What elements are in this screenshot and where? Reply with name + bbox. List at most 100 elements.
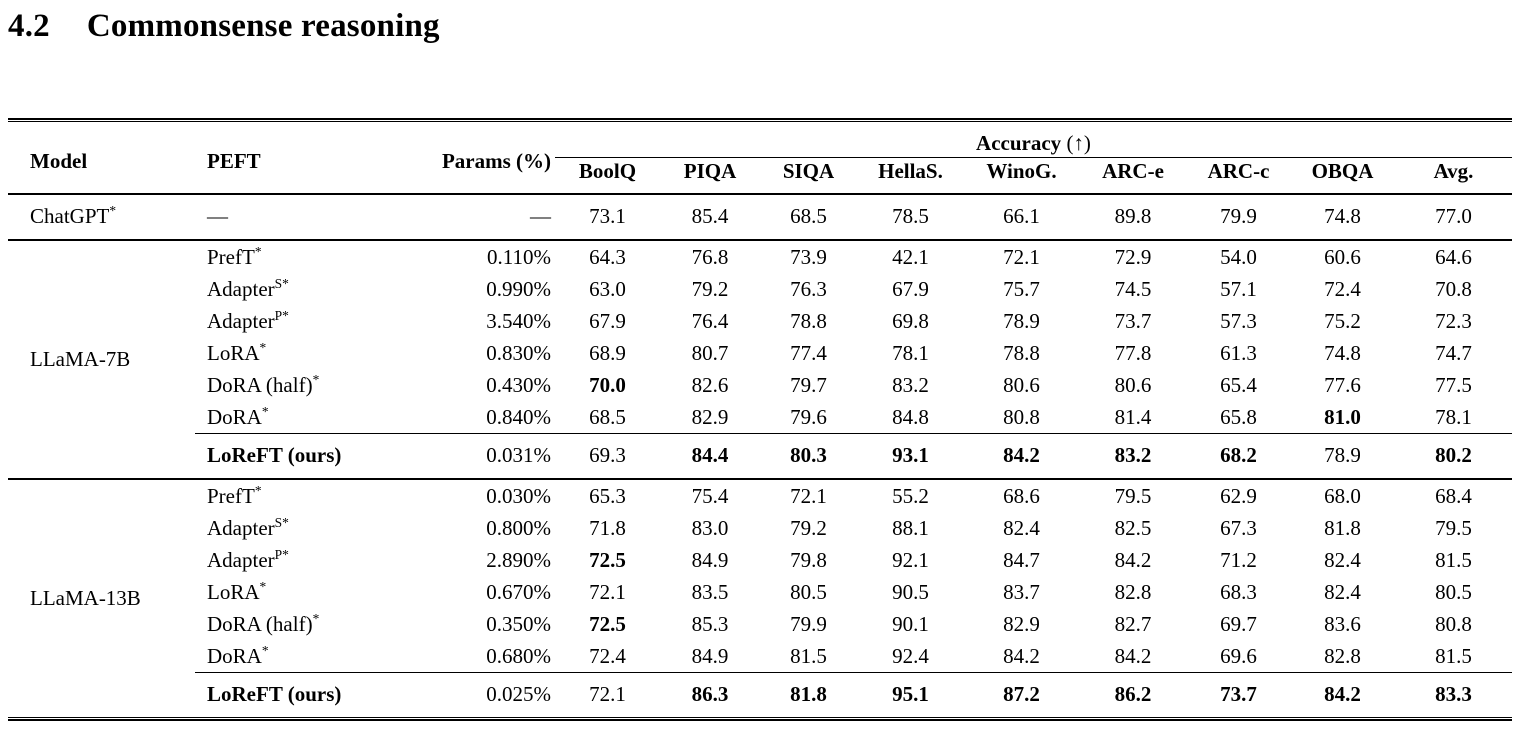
accuracy-cell: 79.2	[691, 276, 729, 301]
params-cell: 2.890%	[486, 547, 551, 572]
accuracy-cell: 80.3	[760, 433, 857, 480]
accuracy-cell: 79.8	[790, 547, 827, 572]
accuracy-cell: 81.5	[790, 643, 827, 668]
section-title: Commonsense reasoning	[86, 8, 440, 44]
accuracy-cell: 74.8	[1324, 340, 1361, 365]
peft-cell: DoRA*	[207, 642, 269, 668]
accuracy-cell: 68.5	[589, 404, 626, 429]
accuracy-cell: 84.7	[1003, 547, 1040, 572]
accuracy-cell: 71.2	[1220, 547, 1257, 572]
accuracy-cell: 78.5	[857, 194, 964, 241]
accuracy-cell: 72.5	[589, 547, 626, 572]
accuracy-cell: 82.4	[1324, 579, 1361, 604]
accuracy-cell: 79.5	[1435, 515, 1472, 540]
column-header-arcc: ARC-c	[1187, 157, 1290, 195]
accuracy-cell: 79.5	[1114, 483, 1152, 508]
superscript-marker: *	[261, 642, 269, 658]
accuracy-cell: 68.4	[1435, 483, 1472, 508]
params-cell: 0.680%	[486, 643, 551, 668]
accuracy-cell: 72.9	[1114, 244, 1152, 269]
accuracy-cell: 70.8	[1435, 276, 1472, 301]
accuracy-cell: 54.0	[1220, 244, 1257, 269]
column-header-avg: Avg.	[1395, 157, 1512, 195]
header-row-top: Model PEFT Params (%) Accuracy (↑)	[8, 122, 1512, 195]
model-cell: LLaMA-7B	[8, 240, 195, 480]
accuracy-cell: 68.3	[1220, 579, 1257, 604]
peft-cell: AdapterP*	[207, 307, 289, 333]
accuracy-cell: 73.9	[790, 244, 827, 269]
accuracy-cell: 68.0	[1324, 483, 1361, 508]
accuracy-cell: 77.0	[1395, 194, 1512, 241]
accuracy-cell: 93.1	[857, 433, 964, 480]
accuracy-cell: 80.6	[1003, 372, 1040, 397]
accuracy-cell: 64.3	[589, 244, 626, 269]
accuracy-cell: 73.7	[1187, 672, 1290, 717]
accuracy-cell: 79.9	[1187, 194, 1290, 241]
params-cell: 0.800%	[486, 515, 551, 540]
accuracy-cell: 89.8	[1079, 194, 1187, 241]
accuracy-cell: 68.9	[589, 340, 626, 365]
peft-cell: LoRA*	[207, 339, 267, 365]
table-row: LLaMA-13B PrefT* 0.030% 65.3 75.4 72.1 55.2 68.…	[8, 479, 1512, 608]
accuracy-up-arrow: (↑)	[1066, 131, 1091, 155]
accuracy-cell: 67.3	[1220, 515, 1257, 540]
peft-cell: AdapterS*	[207, 275, 289, 301]
table-row: ChatGPT* — —73.1 85.4 68.5 78.5 66.1 89.8 79.9 74…	[8, 194, 1512, 241]
params-cell: 0.031%	[390, 433, 555, 480]
column-header-arce: ARC-e	[1079, 157, 1187, 195]
column-header-model: Model	[8, 122, 195, 195]
results-table-container: Model PEFT Params (%) Accuracy (↑) BoolQ…	[8, 118, 1512, 721]
accuracy-cell: 68.5	[760, 194, 857, 241]
accuracy-cell: 77.8	[1114, 340, 1152, 365]
accuracy-cell: 60.6	[1324, 244, 1361, 269]
accuracy-cell: 84.9	[691, 643, 729, 668]
table-row: DoRA (half)* 0.350% 72.5 85.3 79.9 90.1 82.9 82…	[8, 608, 1512, 640]
table-header: Model PEFT Params (%) Accuracy (↑) BoolQ…	[8, 122, 1512, 195]
accuracy-cell: 65.3	[589, 483, 626, 508]
peft-cell: —	[195, 194, 390, 241]
accuracy-cell: 62.9	[1220, 483, 1257, 508]
superscript-marker: *	[109, 203, 117, 218]
accuracy-cell: 57.1	[1220, 276, 1257, 301]
table-row: DoRA* 0.840% 68.5 82.9 79.6 84.8 80.8 81.4 65.8 8…	[8, 401, 1512, 434]
accuracy-cell: 80.7	[691, 340, 729, 365]
superscript-marker: *	[261, 403, 269, 419]
superscript-marker: S*	[274, 514, 289, 530]
table-bottom-rule	[8, 717, 1512, 721]
accuracy-cell: 84.2	[1003, 643, 1040, 668]
accuracy-cell: 80.6	[1114, 372, 1152, 397]
accuracy-cell: 80.8	[1003, 404, 1040, 429]
column-header-params: Params (%)	[390, 122, 555, 195]
accuracy-cell: 81.5	[1435, 547, 1472, 572]
params-cell: —	[390, 194, 555, 241]
accuracy-cell: 82.9	[691, 404, 729, 429]
peft-cell: AdapterP*	[207, 546, 289, 572]
superscript-marker: *	[259, 578, 267, 594]
superscript-marker: *	[312, 610, 320, 626]
superscript-marker: P*	[274, 546, 289, 562]
column-header-winog: WinoG.	[964, 157, 1079, 195]
accuracy-cell: 95.1	[857, 672, 964, 717]
accuracy-cell: 72.1	[555, 672, 660, 717]
accuracy-cell: 84.8	[892, 404, 929, 429]
params-cell: 0.025%	[390, 672, 555, 717]
accuracy-cell: 73.1	[555, 194, 660, 241]
peft-cell: DoRA (half)*	[207, 371, 320, 397]
table-row-final: LoReFT (ours) 0.025% 72.1 86.3 81.8 95.1 87.2 8…	[8, 672, 1512, 717]
accuracy-cell: 81.5	[1435, 643, 1472, 668]
table-row: AdapterS* 0.800% 71.8 83.0 79.2 88.1 82.4 82.5 6…	[8, 512, 1512, 544]
accuracy-cell: 69.8	[892, 308, 929, 333]
accuracy-cell: 82.4	[1003, 515, 1040, 540]
table-row: LoRA* 0.830% 68.9 80.7 77.4 78.1 78.8 77.8 61.3 7…	[8, 337, 1512, 369]
accuracy-cell: 67.9	[589, 308, 626, 333]
column-header-boolq: BoolQ	[555, 157, 660, 195]
accuracy-cell: 75.4	[691, 483, 729, 508]
peft-cell: PrefT*	[207, 243, 262, 269]
accuracy-cell: 84.2	[1290, 672, 1395, 717]
accuracy-cell: 68.2	[1187, 433, 1290, 480]
accuracy-cell: 69.6	[1220, 643, 1257, 668]
superscript-marker: *	[259, 339, 267, 355]
accuracy-cell: 72.5	[589, 611, 626, 636]
superscript-marker: *	[312, 371, 320, 387]
accuracy-cell: 64.6	[1435, 244, 1472, 269]
